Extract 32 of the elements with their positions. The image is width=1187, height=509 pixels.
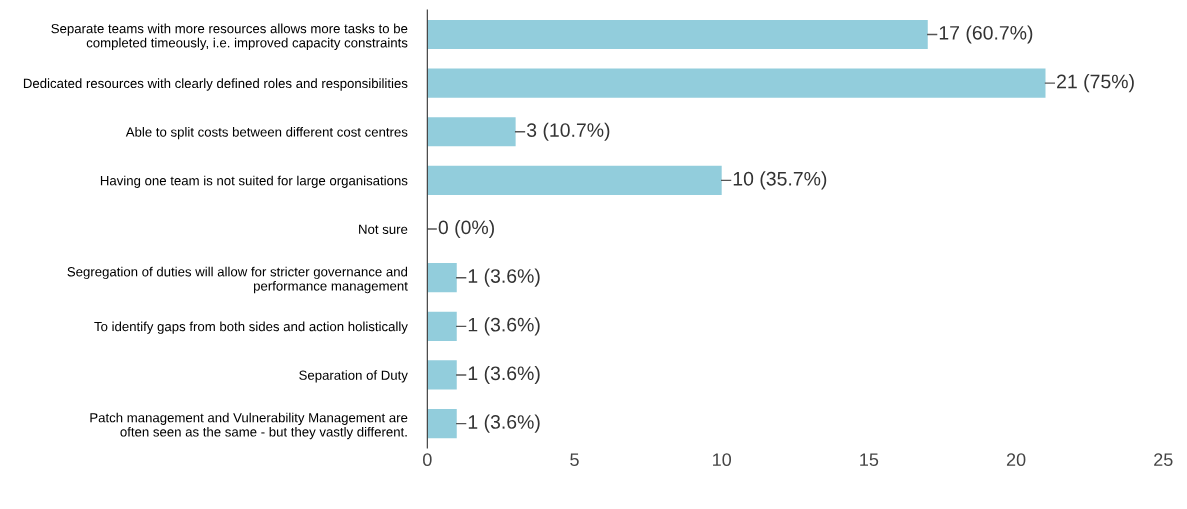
y-tick-label: Able to split costs between different cost centres	[125, 126, 408, 140]
x-tick-label: 25	[1154, 453, 1173, 467]
data-label: 1 (3.6%)	[468, 268, 540, 287]
data-label: 3 (10.7%)	[526, 122, 610, 141]
bar	[427, 311, 457, 341]
x-tick-label: 15	[860, 453, 879, 467]
bar	[427, 117, 516, 147]
x-tick-label: 20	[1006, 453, 1026, 467]
data-label: 21 (75%)	[1057, 74, 1134, 93]
bar	[427, 409, 457, 439]
bar	[427, 68, 1046, 98]
data-label: 17 (60.7%)	[939, 25, 1033, 44]
x-tick-label: 5	[570, 453, 579, 467]
data-label: 0 (0%)	[438, 219, 494, 239]
y-tick-label: Patch management and Vulnerability Management are often seen as the same - but they vastly different.	[90, 412, 408, 440]
data-label: 10 (35.7%)	[733, 171, 827, 190]
bar	[427, 165, 722, 195]
y-tick-label: To identify gaps from both sides and action holistically	[94, 321, 408, 334]
bar	[427, 19, 928, 50]
data-label: 1 (3.6%)	[468, 414, 540, 433]
y-tick-label: Separation of Duty	[299, 370, 408, 383]
x-tick-label: 0	[423, 453, 432, 467]
y-tick-label: Having one team is not suited for large organisations	[100, 175, 408, 188]
y-tick-label: Segregation of duties will allow for stricter governance and performance management	[67, 266, 408, 294]
bar	[427, 263, 457, 293]
y-tick-label: Dedicated resources with clearly defined roles and responsibilities	[23, 78, 408, 91]
bar	[427, 360, 457, 390]
data-label: 1 (3.6%)	[468, 365, 540, 385]
data-label: 1 (3.6%)	[468, 317, 540, 336]
y-tick-label: Separate teams with more resources allows more tasks to be completed timeously, i.e. improved capacity constraints	[51, 23, 408, 51]
y-tick-label: Not sure	[359, 224, 408, 234]
x-tick-label: 10	[713, 453, 732, 467]
